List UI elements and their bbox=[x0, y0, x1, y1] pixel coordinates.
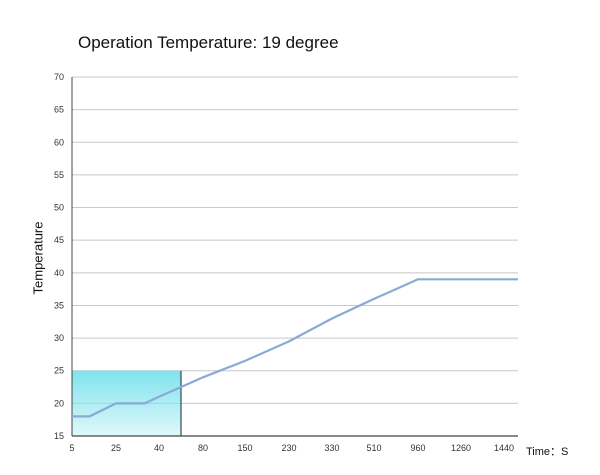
chart-title: Operation Temperature: 19 degree bbox=[78, 33, 339, 52]
y-tick-label: 15 bbox=[54, 431, 64, 441]
x-tick-label: 25 bbox=[111, 443, 121, 453]
x-tick-label: 150 bbox=[237, 443, 252, 453]
y-tick-label: 35 bbox=[54, 300, 64, 310]
x-tick-label: 1260 bbox=[451, 443, 471, 453]
series-line bbox=[72, 278, 518, 418]
y-tick-label: 40 bbox=[54, 268, 64, 278]
x-tick-label: 960 bbox=[410, 443, 425, 453]
x-tick-label: 1440 bbox=[494, 443, 514, 453]
x-tick-label: 80 bbox=[198, 443, 208, 453]
x-tick-label: 330 bbox=[324, 443, 339, 453]
y-tick-label: 55 bbox=[54, 170, 64, 180]
x-tick-label: 230 bbox=[281, 443, 296, 453]
x-tick-label: 510 bbox=[366, 443, 381, 453]
x-tick-label: 5 bbox=[69, 443, 74, 453]
y-tick-label: 30 bbox=[54, 333, 64, 343]
y-tick-label: 45 bbox=[54, 235, 64, 245]
x-tick-label: 40 bbox=[154, 443, 164, 453]
x-axis-label: Time：S bbox=[526, 446, 569, 458]
y-tick-label: 25 bbox=[54, 366, 64, 376]
y-tick-label: 70 bbox=[54, 72, 64, 82]
y-tick-label: 50 bbox=[54, 203, 64, 213]
y-tick-label: 65 bbox=[54, 105, 64, 115]
y-tick-label: 20 bbox=[54, 398, 64, 408]
y-tick-label: 60 bbox=[54, 137, 64, 147]
